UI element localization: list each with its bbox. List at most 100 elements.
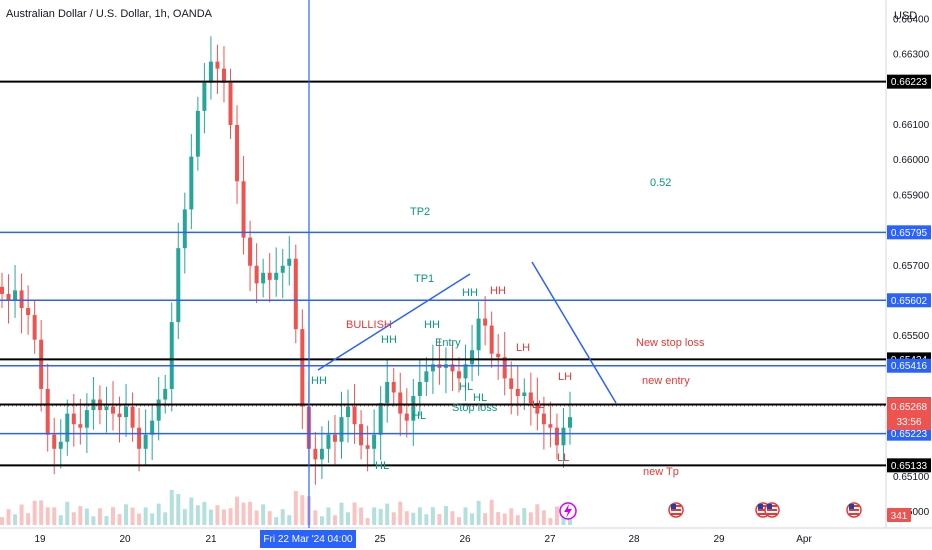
volume-bar bbox=[267, 511, 272, 525]
volume-bar bbox=[326, 507, 331, 525]
time-label: 27 bbox=[544, 534, 556, 545]
candle-body bbox=[372, 434, 377, 449]
candle-body bbox=[352, 406, 357, 425]
volume-bar bbox=[509, 508, 514, 525]
volume-bar bbox=[470, 513, 475, 525]
green-annotations: 0.52 TP2 TP1 HH HH HH HH Entry HL HL HL … bbox=[311, 177, 671, 472]
volume-bar bbox=[169, 489, 174, 525]
candle-body bbox=[554, 427, 559, 446]
volume-bar bbox=[130, 507, 135, 525]
annotation-new-tp: new Tp bbox=[643, 466, 679, 478]
rising-trend-line[interactable] bbox=[317, 273, 471, 371]
volume-bar bbox=[182, 509, 187, 525]
price-axis-ticks: 0.66400 0.66300 0.66100 0.66000 0.65900 0.657… bbox=[893, 14, 930, 518]
annotation-hh: HH bbox=[381, 334, 397, 346]
candle-body bbox=[156, 399, 161, 421]
countdown-timer: 33:56 bbox=[896, 417, 921, 428]
candle-body bbox=[398, 392, 403, 414]
volume-bar bbox=[548, 518, 553, 525]
time-label: 19 bbox=[34, 534, 46, 545]
annotation-tp1: TP1 bbox=[414, 273, 434, 285]
volume-bar bbox=[352, 502, 357, 525]
time-label: 20 bbox=[119, 534, 131, 545]
volume-value: 341 bbox=[891, 511, 908, 522]
event-icons[interactable] bbox=[559, 502, 862, 520]
level-price: 0.66223 bbox=[891, 77, 928, 88]
candle-body bbox=[13, 290, 18, 301]
price-tick: 0.65100 bbox=[893, 472, 930, 483]
candles bbox=[0, 36, 572, 485]
volume-bar bbox=[372, 507, 377, 525]
volume-bar bbox=[189, 497, 194, 525]
candle-body bbox=[26, 308, 31, 316]
volume-bar bbox=[411, 512, 416, 525]
candle-body bbox=[221, 68, 226, 83]
candle-body bbox=[489, 325, 494, 354]
annotation-stop-loss: Stop loss bbox=[452, 402, 498, 414]
candle-body bbox=[287, 258, 292, 266]
candle-body bbox=[117, 413, 122, 418]
volume-bar bbox=[515, 515, 520, 525]
volume-bar bbox=[221, 509, 226, 525]
candle-body bbox=[319, 448, 324, 460]
volume-bar bbox=[561, 512, 566, 525]
volume-bar bbox=[274, 517, 279, 525]
candle-body bbox=[241, 181, 246, 238]
volume-bar bbox=[19, 504, 24, 525]
candle-body bbox=[457, 371, 462, 379]
price-tick: 0.65700 bbox=[893, 261, 930, 272]
volume-bar bbox=[398, 501, 403, 525]
time-label: Apr bbox=[796, 534, 812, 545]
volume-bar bbox=[483, 513, 488, 525]
volume-bar bbox=[300, 495, 305, 525]
candle-body bbox=[483, 318, 488, 326]
candle-body bbox=[261, 272, 266, 284]
annotation-new-entry: new entry bbox=[642, 375, 690, 387]
volume-bar bbox=[313, 510, 318, 525]
volume-bar bbox=[346, 512, 351, 525]
volume-bar bbox=[117, 514, 122, 525]
candle-body bbox=[124, 406, 129, 418]
volume-bar bbox=[522, 508, 527, 525]
candle-body bbox=[195, 110, 200, 157]
volume-bar bbox=[528, 512, 533, 525]
volume-bar bbox=[535, 504, 540, 525]
volume-bar bbox=[235, 496, 240, 525]
candle-body bbox=[417, 381, 422, 396]
candle-body bbox=[208, 61, 213, 83]
volume-bar bbox=[156, 503, 161, 525]
volume-bar bbox=[404, 511, 409, 525]
volume-bar bbox=[437, 514, 442, 525]
volume-bar bbox=[391, 512, 396, 525]
volume-bar bbox=[0, 517, 4, 525]
volume-bar bbox=[52, 507, 57, 525]
volume-bar bbox=[45, 507, 50, 525]
candle-body bbox=[313, 448, 318, 460]
candle-body bbox=[202, 82, 207, 111]
candle-body bbox=[522, 392, 527, 396]
volume-bar bbox=[71, 512, 76, 525]
volume-bar bbox=[163, 512, 168, 525]
crosshair-date-tag bbox=[260, 530, 356, 548]
candle-body bbox=[248, 237, 253, 266]
last-price-tag bbox=[887, 398, 931, 430]
candle-body bbox=[404, 413, 409, 421]
candle-body bbox=[378, 403, 383, 435]
falling-trend-line[interactable] bbox=[531, 261, 617, 404]
volume-bar bbox=[463, 507, 468, 525]
annotation-hl: HL bbox=[473, 392, 487, 404]
volume-bar bbox=[32, 500, 37, 525]
horizontal-levels[interactable] bbox=[0, 80, 886, 467]
candle-body bbox=[561, 427, 566, 446]
time-label: 26 bbox=[459, 534, 471, 545]
volume-bar bbox=[489, 499, 494, 525]
volume-bar bbox=[541, 510, 546, 525]
candle-body bbox=[58, 441, 63, 449]
volume-bars bbox=[0, 489, 572, 525]
candle-body bbox=[300, 329, 305, 407]
annotation-tp2: TP2 bbox=[410, 206, 430, 218]
volume-bar bbox=[84, 508, 89, 525]
price-tick: 0.66300 bbox=[893, 50, 930, 61]
candle-body bbox=[430, 364, 435, 372]
